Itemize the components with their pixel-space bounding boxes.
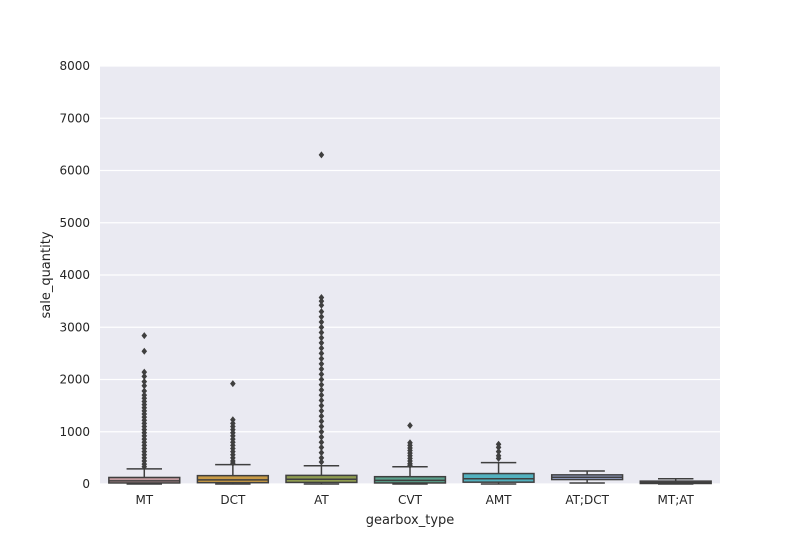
x-tick-label: AMT [486, 493, 513, 507]
outlier-point [141, 387, 148, 395]
x-tick-label: AT;DCT [565, 493, 609, 507]
y-tick-label: 3000 [59, 320, 90, 334]
outlier-point [318, 151, 325, 159]
outlier-point [318, 402, 325, 410]
outlier-point [141, 378, 148, 386]
outlier-point [318, 423, 325, 431]
y-tick-label: 8000 [59, 59, 90, 73]
outlier-point [318, 381, 325, 389]
outlier-point [495, 443, 502, 451]
box-at [285, 151, 358, 485]
outlier-point [318, 376, 325, 383]
outlier-point [318, 349, 325, 357]
outlier-point [318, 293, 325, 301]
boxes [108, 151, 712, 485]
outlier-point [141, 347, 148, 355]
y-tick-labels: 0 1000 2000 3000 4000 5000 6000 7000 8000 [59, 59, 90, 491]
outlier-point [318, 344, 325, 352]
outlier-point [495, 448, 502, 456]
outlier-point [318, 323, 325, 331]
outlier-point [318, 428, 325, 436]
outlier-point [318, 449, 325, 457]
y-tick-label: 5000 [59, 216, 90, 230]
outlier-point [318, 308, 325, 316]
outlier-point [141, 368, 148, 376]
outlier-point [318, 407, 325, 415]
y-tick-label: 0 [82, 477, 90, 491]
outlier-point [318, 396, 325, 404]
outlier-point [318, 417, 325, 425]
outlier-point [318, 370, 325, 378]
outlier-point [318, 301, 325, 309]
x-axis-label: gearbox_type [366, 513, 455, 528]
outlier-point [141, 382, 148, 390]
y-tick-label: 7000 [59, 111, 90, 125]
box-body [462, 472, 535, 483]
outlier-point [141, 463, 148, 471]
outlier-point [318, 365, 325, 373]
box-at-dct [550, 470, 624, 484]
outlier-point [318, 339, 325, 347]
outlier-point [318, 318, 325, 326]
y-axis-label: sale_quantity [39, 231, 54, 318]
outlier-point [318, 355, 325, 363]
outlier-point [318, 313, 325, 321]
outlier-point [407, 461, 413, 469]
x-tick-labels: MT DCT AT CVT AMT AT;DCT MT;AT [135, 493, 694, 507]
outlier-point [318, 433, 325, 441]
outlier-point [318, 328, 325, 336]
y-tick-label: 6000 [59, 164, 90, 178]
outlier-point [230, 416, 236, 424]
x-tick-label: MT [135, 493, 153, 507]
box-mt [108, 332, 181, 485]
outlier-point [318, 360, 325, 368]
outlier-point [318, 458, 325, 466]
box-cvt [373, 421, 447, 485]
box-dct [196, 380, 270, 485]
y-tick-label: 2000 [59, 373, 90, 387]
outlier-point [230, 459, 236, 467]
outlier-point [318, 297, 325, 305]
outlier-point [318, 443, 325, 451]
outlier-point [141, 372, 148, 380]
outlier-point [318, 412, 325, 420]
outlier-point [230, 380, 236, 388]
x-tick-label: MT;AT [658, 493, 695, 507]
box-amt [462, 440, 535, 485]
x-tick-label: DCT [220, 493, 246, 507]
outlier-point [318, 454, 325, 462]
x-tick-label: AT [314, 493, 329, 507]
outlier-point [318, 386, 325, 394]
y-tick-label: 1000 [59, 425, 90, 439]
y-tick-label: 4000 [59, 268, 90, 282]
outlier-point [495, 454, 502, 462]
outlier-point [318, 334, 325, 342]
x-tick-label: CVT [398, 493, 423, 507]
grid-lines [100, 65, 720, 485]
outlier-point [407, 421, 413, 429]
outlier-point [141, 332, 148, 340]
box-mt-at [639, 478, 712, 485]
outlier-point [318, 438, 325, 446]
outlier-point [318, 391, 325, 399]
